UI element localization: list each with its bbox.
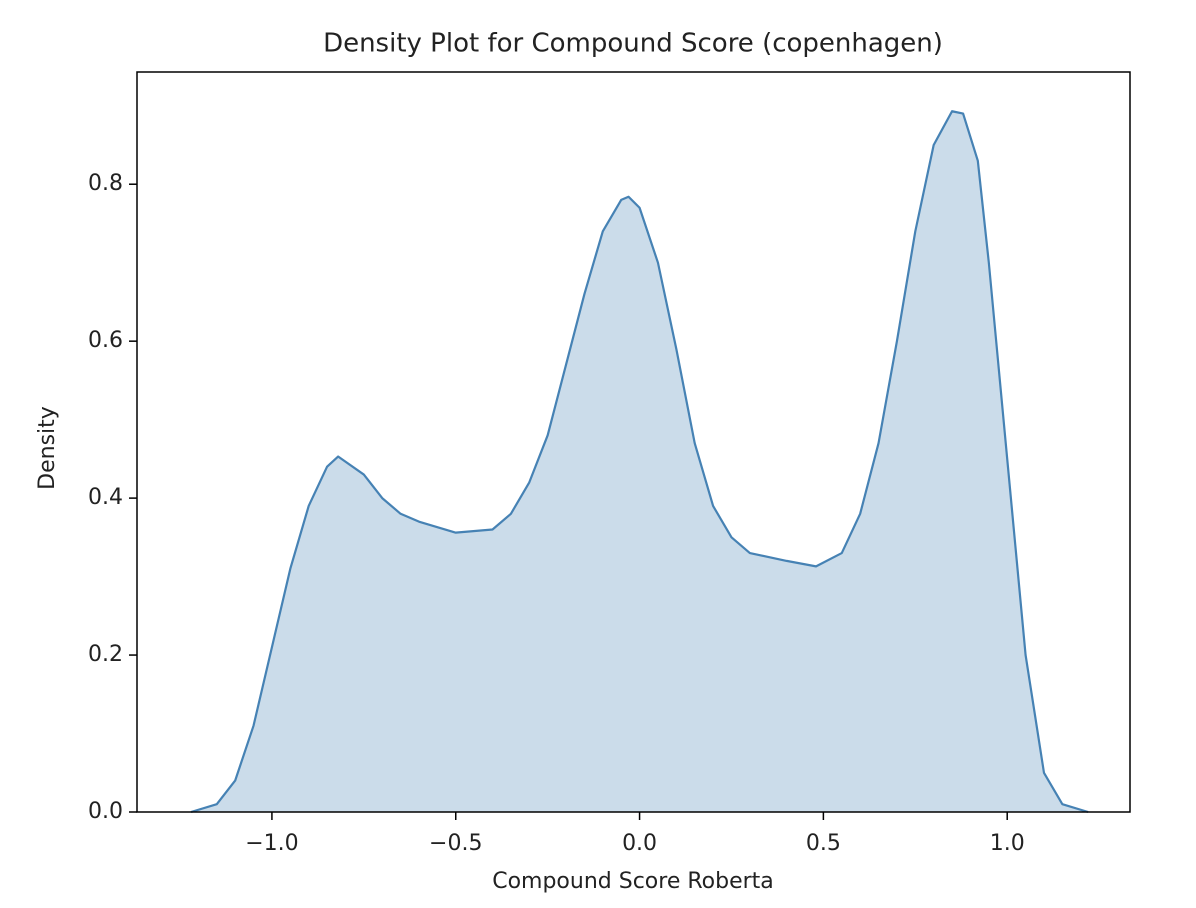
- y-tick-label: 0.0: [88, 799, 123, 824]
- y-tick-label: 0.4: [88, 485, 123, 510]
- y-tick-label: 0.6: [88, 328, 123, 353]
- density-area: [191, 111, 1089, 813]
- density-line: [190, 110, 1089, 814]
- chart-title: Density Plot for Compound Score (copenha…: [323, 29, 943, 59]
- y-tick-label: 0.8: [88, 171, 123, 196]
- x-tick-label: 1.0: [990, 831, 1025, 856]
- plot-frame: [136, 71, 1131, 813]
- x-tick-label: −0.5: [429, 831, 482, 856]
- x-tick-label: 0.5: [806, 831, 841, 856]
- x-tick-label: −1.0: [245, 831, 298, 856]
- y-tick-label: 0.2: [88, 642, 123, 667]
- x-axis-label: Compound Score Roberta: [492, 869, 774, 894]
- x-tick-label: 0.0: [622, 831, 657, 856]
- y-axis-label: Density: [35, 406, 60, 490]
